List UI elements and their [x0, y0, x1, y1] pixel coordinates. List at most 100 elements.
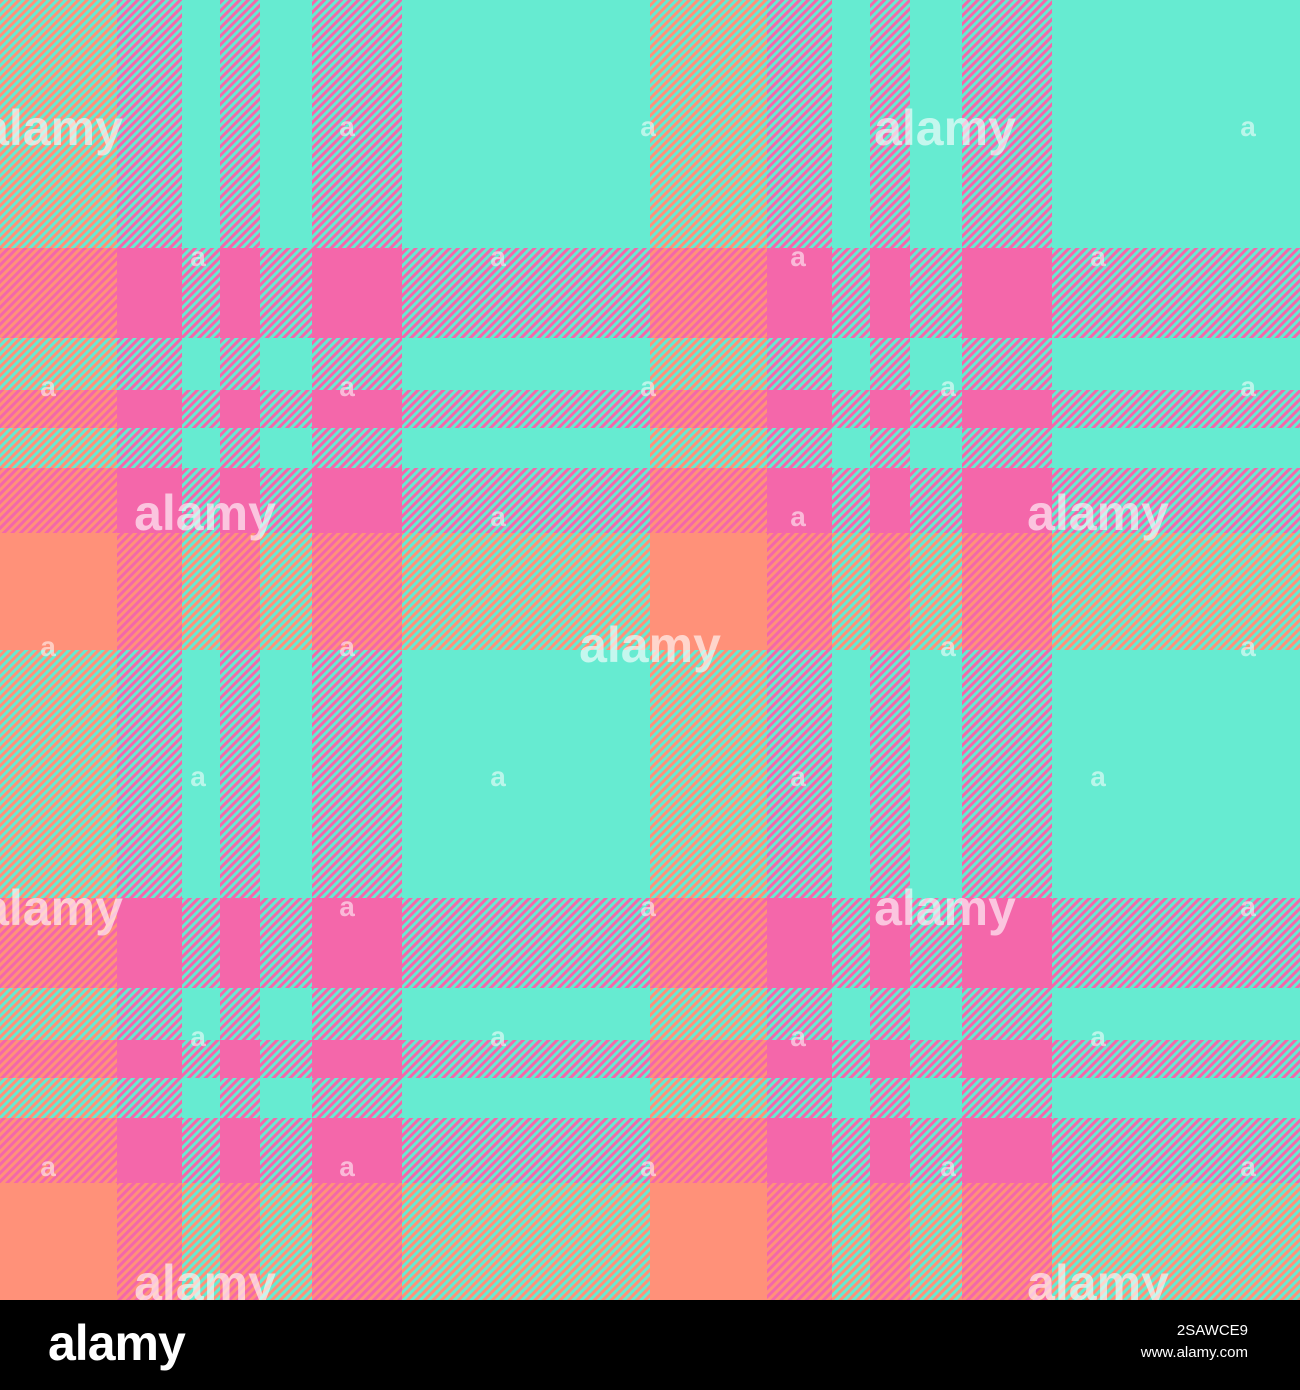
band-intersection [650, 248, 767, 338]
band-intersection [220, 898, 260, 988]
watermark-mark: a [1240, 111, 1256, 142]
band-intersection [220, 468, 260, 533]
watermark-mark: a [940, 371, 956, 402]
band-intersection [870, 1183, 910, 1300]
watermark-mark: a [339, 371, 355, 402]
band-intersection [220, 1118, 260, 1183]
watermark-mark: a [640, 111, 656, 142]
watermark-mark: a [790, 761, 806, 792]
band-intersection [117, 1118, 182, 1183]
band-intersection [767, 898, 832, 988]
watermark-mark: a [490, 241, 506, 272]
watermark-mark: a [339, 1151, 355, 1182]
band-intersection [0, 533, 117, 650]
band-intersection [117, 390, 182, 428]
band-intersection [767, 1040, 832, 1078]
band-intersection [870, 390, 910, 428]
band-intersection [870, 533, 910, 650]
band-intersection [220, 390, 260, 428]
band-intersection [0, 468, 117, 533]
band-intersection [312, 898, 402, 988]
band-intersection [767, 533, 832, 650]
band-intersection [870, 468, 910, 533]
watermark-mark: a [1240, 891, 1256, 922]
band-intersection [0, 898, 117, 988]
band-intersection [962, 1118, 1052, 1183]
watermark-mark: a [339, 111, 355, 142]
band-intersection [312, 533, 402, 650]
watermark-mark: a [490, 761, 506, 792]
band-intersection [767, 248, 832, 338]
band-intersection [870, 248, 910, 338]
band-intersection [312, 248, 402, 338]
band-intersection [0, 390, 117, 428]
band-intersection [650, 898, 767, 988]
band-intersection [117, 898, 182, 988]
watermark-mark: a [490, 501, 506, 532]
band-intersection [962, 1040, 1052, 1078]
image-id: 2SAWCE9 [1176, 1322, 1248, 1339]
watermark-text: alamy [874, 100, 1016, 156]
band-intersection [962, 898, 1052, 988]
band-intersections [0, 248, 1052, 1300]
band-intersection [220, 248, 260, 338]
watermark-mark: a [790, 241, 806, 272]
band-intersection [962, 248, 1052, 338]
band-intersection [117, 1040, 182, 1078]
watermark-mark: a [790, 1021, 806, 1052]
watermark-mark: a [339, 891, 355, 922]
band-intersection [650, 390, 767, 428]
watermark-text: alamy [579, 617, 721, 673]
watermark-mark: a [1090, 761, 1106, 792]
watermark-mark: a [1090, 1021, 1106, 1052]
site-url: www.alamy.com [1140, 1344, 1248, 1361]
watermark-mark: a [790, 501, 806, 532]
band-intersection [312, 390, 402, 428]
watermark-text: alamy [134, 1255, 276, 1300]
watermark-mark: a [1240, 371, 1256, 402]
band-intersection [0, 1183, 117, 1300]
stock-footer-bar: alamy 2SAWCE9 www.alamy.com [0, 1300, 1300, 1390]
band-intersection [962, 390, 1052, 428]
band-intersection [117, 1183, 182, 1300]
watermark-text: alamy [1027, 485, 1169, 541]
band-intersection [962, 468, 1052, 533]
band-intersection [312, 1118, 402, 1183]
band-intersection [220, 1183, 260, 1300]
watermark-text: alamy [0, 100, 123, 156]
band-intersection [312, 468, 402, 533]
watermark-text: alamy [0, 880, 123, 936]
band-intersection [220, 533, 260, 650]
band-intersection [312, 1040, 402, 1078]
watermark-mark: a [490, 1021, 506, 1052]
band-intersection [220, 1040, 260, 1078]
image-meta: 2SAWCE9 www.alamy.com [1141, 1320, 1248, 1364]
band-intersection [650, 468, 767, 533]
band-intersection [0, 1118, 117, 1183]
band-intersection [117, 533, 182, 650]
band-intersection [870, 898, 910, 988]
watermark-mark: a [1090, 241, 1106, 272]
watermark-text: alamy [134, 485, 276, 541]
band-intersection [650, 1183, 767, 1300]
watermark-mark: a [40, 1151, 56, 1182]
band-intersection [650, 1118, 767, 1183]
band-intersection [962, 533, 1052, 650]
band-intersection [870, 1118, 910, 1183]
band-intersection [312, 1183, 402, 1300]
plaid-pattern-image: alamy alamy alamy alamy alamy alamy alam… [0, 0, 1300, 1300]
watermark-mark: a [640, 371, 656, 402]
watermark-mark: a [940, 631, 956, 662]
band-intersection [650, 1040, 767, 1078]
band-intersection [650, 533, 767, 650]
watermark-text: alamy [1027, 1255, 1169, 1300]
band-intersection [117, 248, 182, 338]
watermark-mark: a [40, 371, 56, 402]
band-intersection [767, 390, 832, 428]
watermark-mark: a [1240, 631, 1256, 662]
band-intersection [767, 468, 832, 533]
watermark-mark: a [190, 1021, 206, 1052]
watermark-text: alamy [874, 880, 1016, 936]
band-intersection [767, 1183, 832, 1300]
brand-logo: alamy [48, 1315, 186, 1371]
